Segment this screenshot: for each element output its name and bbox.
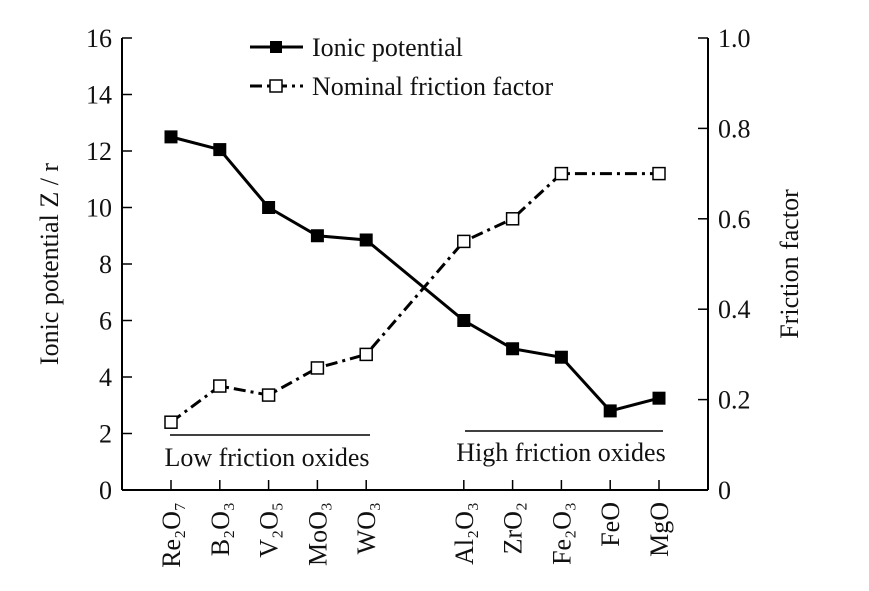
y2-tick-label: 0.8 [718, 114, 751, 143]
x-tick-label: FeO [596, 502, 625, 547]
y-tick-label: 12 [86, 137, 112, 166]
x-tick-label: WO₃ [352, 502, 381, 554]
y-tick-label: 10 [86, 194, 112, 223]
ionic-potential-point [359, 233, 373, 247]
ionic-potential-point [213, 143, 227, 157]
ionic-potential-point [164, 130, 178, 144]
x-tick-label: ZrO₂ [499, 502, 528, 554]
ionic-potential-point [457, 314, 471, 327]
legend-label-friction: Nominal friction factor [312, 72, 553, 101]
friction-factor-point [359, 347, 373, 362]
ionic-potential-point [603, 404, 617, 418]
y2-tick-label: 0 [718, 476, 731, 505]
y-tick-label: 6 [99, 307, 112, 336]
y2-tick-label: 0.4 [718, 295, 751, 324]
x-tick-label: MgO [645, 502, 674, 557]
y2-tick-label: 1.0 [718, 24, 751, 53]
ionic-potential-point [652, 391, 666, 405]
friction-factor-point [310, 361, 325, 375]
y-tick-label: 0 [99, 476, 112, 505]
y-tick-label: 8 [99, 250, 112, 279]
friction-factor-point [164, 415, 178, 429]
series-layer [164, 130, 666, 429]
y-tick-label: 2 [99, 420, 112, 449]
y-tick-label: 16 [86, 24, 112, 53]
high-friction-label: High friction oxides [456, 438, 665, 467]
axes: 0 2 4 6 8 10 12 14 16 0 0.2 0.4 0.6 0.8 1.0 Re₂O₇ B₂O₃ V₂… [86, 24, 751, 568]
legend-marker-friction [269, 79, 283, 93]
ionic-potential-point [262, 201, 276, 214]
y2-tick-label: 0.2 [718, 386, 751, 415]
legend-label-ionic: Ionic potential [312, 33, 463, 62]
friction-factor-point [505, 212, 520, 226]
ionic-potential-line [170, 135, 660, 413]
ionic-potential-point [310, 229, 324, 243]
y2-tick-label: 0.6 [718, 205, 751, 234]
friction-factor-point [261, 388, 276, 402]
y2-axis-label: Friction factor [775, 189, 804, 339]
friction-factor-point [554, 166, 569, 181]
y-tick-label: 14 [86, 81, 112, 110]
x-tick-label: Re₂O₇ [157, 502, 186, 568]
legend-marker-ionic [270, 41, 282, 53]
ionic-potential-point [506, 342, 520, 356]
friction-factor-point [652, 166, 666, 181]
x-tick-label: B₂O₃ [206, 502, 235, 556]
friction-factor-point [213, 379, 227, 393]
low-friction-label: Low friction oxides [164, 443, 369, 472]
friction-factor-line [170, 172, 659, 424]
group-annotations: Low friction oxides High friction oxides [164, 430, 666, 472]
friction-factor-point [457, 234, 471, 249]
x-tick-label: MoO₃ [303, 502, 332, 566]
x-tick-label: V₂O₅ [255, 502, 284, 558]
legend: Ionic potential Nominal friction factor [250, 33, 553, 101]
y-axis-label: Ionic potential Z / r [35, 163, 64, 366]
ionic-potential-point [554, 350, 568, 364]
y-tick-label: 4 [99, 363, 112, 392]
x-tick-label: Fe₂O₃ [547, 502, 576, 565]
x-tick-label: Al₂O₃ [450, 502, 479, 565]
